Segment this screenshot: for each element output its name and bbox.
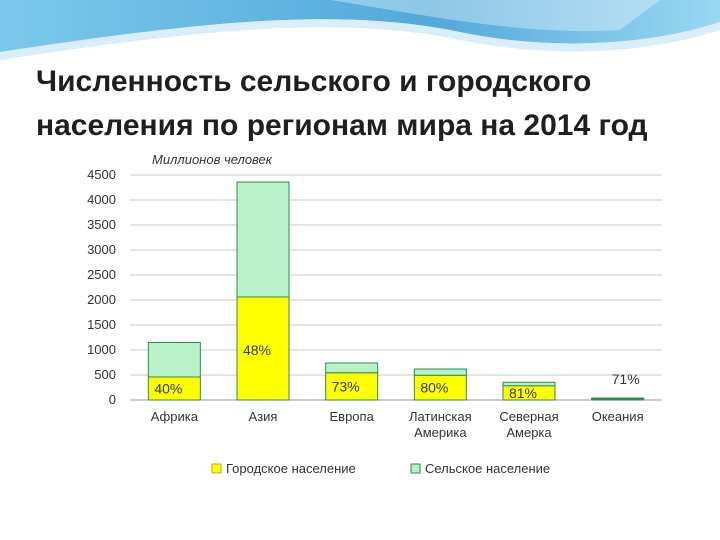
x-tick-label: Азия	[249, 409, 278, 424]
y-tick-label: 1000	[87, 342, 116, 357]
slide-title-line-2: населения по регионам мира на 2014 год	[36, 109, 648, 142]
x-tick-label: Северная	[499, 409, 558, 424]
legend-swatch-rural	[410, 463, 421, 474]
chart-data-labels: 40% 48% 73% 80% 81% 71%	[154, 342, 639, 401]
data-label: 71%	[612, 371, 640, 387]
data-label: 80%	[420, 380, 448, 396]
y-tick-label: 2000	[87, 292, 116, 307]
y-tick-label: 2500	[87, 267, 116, 282]
y-tick-label: 3000	[87, 242, 116, 257]
chart-legend: Городское население Сельское население	[211, 461, 550, 476]
y-axis-ticks: 0 500 1000 1500 2000 2500 3000 3500 4000 4500	[87, 167, 116, 407]
bar-urban	[236, 296, 290, 401]
y-tick-label: 0	[109, 392, 116, 407]
y-tick-label: 4500	[87, 167, 116, 182]
data-label: 81%	[509, 385, 537, 401]
slide-title: Численность сельского и городского насел…	[36, 60, 706, 148]
chart-gridlines	[130, 174, 662, 401]
data-label: 73%	[332, 378, 360, 394]
slide-title-line-1: Численность сельского и городского	[36, 65, 592, 98]
x-tick-label: Латинская	[409, 409, 472, 424]
legend-label-urban: Городское население	[226, 461, 356, 476]
y-axis-label: Миллионов человек	[152, 152, 273, 167]
x-tick-label: Океания	[592, 409, 644, 424]
slide-header-wave	[0, 0, 720, 60]
bar-rural	[591, 397, 645, 400]
bar-rural	[502, 381, 556, 387]
y-tick-label: 500	[94, 367, 116, 382]
y-tick-label: 4000	[87, 192, 116, 207]
chart-bars	[147, 181, 645, 401]
bar-rural	[147, 342, 201, 378]
legend-swatch-urban	[211, 463, 222, 474]
bar-rural	[413, 368, 467, 376]
x-tick-label: Европа	[330, 409, 375, 424]
y-tick-label: 1500	[87, 317, 116, 332]
x-tick-label: Америка	[414, 425, 467, 440]
x-tick-label: Амерка	[506, 425, 552, 440]
legend-label-rural: Сельское население	[425, 461, 550, 476]
bar-rural	[236, 181, 290, 298]
bar-urban	[413, 374, 467, 401]
x-tick-label: Африка	[151, 409, 199, 424]
bar-rural	[325, 362, 379, 374]
data-label: 48%	[243, 342, 271, 358]
data-label: 40%	[154, 381, 182, 397]
y-tick-label: 3500	[87, 217, 116, 232]
